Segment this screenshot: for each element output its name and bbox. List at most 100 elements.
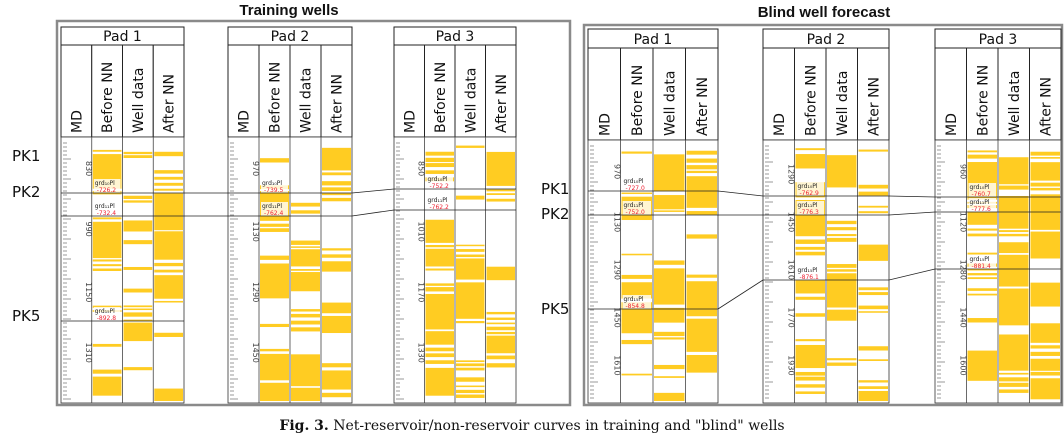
depth-label: 1010 (417, 222, 426, 242)
reservoir-interval (654, 268, 685, 305)
reservoir-interval (827, 155, 857, 188)
reservoir-interval (260, 263, 289, 299)
pk-label-pk1: PK1 (541, 180, 569, 198)
reservoir-interval (154, 182, 183, 186)
pk-label-pk2: PK2 (541, 205, 569, 223)
caption-label: Fig. 3. (279, 418, 329, 434)
reservoir-interval (425, 268, 454, 271)
correlation-connector (351, 188, 395, 194)
correlation-connector (351, 209, 395, 217)
reservoir-interval (486, 151, 515, 186)
reservoir-interval (123, 195, 153, 199)
caption-text: Net-reservoir/non-reservoir curves in tr… (333, 418, 785, 434)
reservoir-interval (92, 259, 122, 262)
reservoir-interval (486, 311, 515, 315)
reservoir-interval (322, 181, 351, 186)
marker-bg (968, 183, 996, 197)
reservoir-interval (154, 151, 183, 157)
reservoir-interval (322, 302, 351, 314)
reservoir-interval (291, 269, 320, 271)
reservoir-interval (425, 163, 454, 168)
reservoir-interval (260, 223, 289, 227)
reservoir-interval (486, 317, 515, 320)
reservoir-interval (486, 326, 515, 331)
pad-name: Pad 2 (271, 29, 310, 45)
reservoir-interval (322, 187, 351, 191)
depth-label: 970 (251, 161, 260, 176)
column-header-well-data: Well data (463, 68, 479, 133)
column-header-before-nn: Before NN (975, 65, 991, 136)
reservoir-interval (827, 227, 857, 231)
reservoir-interval (654, 260, 685, 265)
reservoir-interval (967, 233, 997, 237)
column-header-md: MD (237, 110, 253, 133)
reservoir-interval (154, 176, 183, 180)
marker-name: grd₁₀Pl (262, 180, 282, 187)
pk-label-pk2: PK2 (12, 183, 40, 201)
depth-label: 850 (417, 161, 426, 176)
panel-title: Training wells (239, 2, 338, 19)
reservoir-interval (154, 300, 183, 303)
column-header-after-nn: After NN (494, 74, 510, 133)
column-header-box (825, 47, 858, 141)
reservoir-interval (999, 185, 1029, 190)
reservoir-interval (999, 389, 1029, 393)
reservoir-interval (154, 188, 183, 191)
marker-name: grd₁₀Pl (428, 176, 448, 183)
pad-name: Pad 3 (436, 29, 475, 45)
reservoir-interval (621, 192, 652, 195)
reservoir-interval (686, 354, 717, 373)
reservoir-interval (858, 244, 888, 261)
reservoir-interval (654, 307, 685, 323)
marker-name: grd₁₅Pl (624, 296, 644, 303)
reservoir-interval (123, 220, 153, 232)
column-header-before-nn: Before NN (433, 62, 449, 133)
marker-value: -739.5 (264, 187, 284, 194)
marker-bg (968, 198, 996, 212)
column-header-box (320, 44, 353, 138)
column-header-after-nn: After NN (695, 77, 711, 136)
column-header-well-data: Well data (835, 71, 851, 136)
reservoir-interval (967, 277, 997, 280)
reservoir-interval (795, 384, 825, 388)
depth-label: 970 (613, 164, 622, 179)
reservoir-interval (654, 392, 685, 401)
reservoir-interval (322, 261, 351, 272)
marker-name: grd₁₀Pl (624, 178, 644, 185)
reservoir-interval (999, 233, 1029, 237)
marker-bg (622, 177, 651, 191)
reservoir-interval (1030, 182, 1060, 187)
reservoir-interval (291, 320, 320, 325)
marker-name: grd₁₁Pl (428, 197, 448, 204)
depth-label: 1450 (787, 212, 796, 232)
reservoir-interval (425, 283, 454, 286)
reservoir-interval (486, 335, 515, 354)
reservoir-interval (425, 219, 454, 243)
marker-value: -762.4 (264, 210, 284, 217)
depth-label: 1450 (251, 343, 260, 363)
depth-label: 1600 (959, 355, 968, 375)
reservoir-interval (795, 296, 825, 300)
reservoir-interval (827, 264, 857, 268)
reservoir-interval (858, 287, 888, 291)
reservoir-interval (1030, 157, 1060, 159)
reservoir-interval (795, 344, 825, 369)
reservoir-interval (654, 154, 685, 192)
reservoir-interval (858, 292, 888, 296)
depth-label: 1770 (787, 307, 796, 327)
reservoir-interval (967, 150, 997, 153)
reservoir-interval (1030, 358, 1060, 371)
reservoir-interval (486, 193, 515, 196)
reservoir-interval (425, 347, 454, 352)
marker-name: grd₁₅Pl (798, 267, 818, 274)
reservoir-interval (291, 309, 320, 312)
depth-label: 990 (84, 222, 93, 237)
marker-bg (796, 201, 824, 215)
reservoir-interval (123, 266, 153, 270)
figure-caption: Fig. 3. Net-reservoir/non-reservoir curv… (0, 418, 1064, 434)
reservoir-interval (425, 331, 454, 345)
reservoir-interval (154, 275, 183, 299)
column-header-after-nn: After NN (866, 77, 882, 136)
marker-bg (968, 255, 996, 269)
reservoir-interval (291, 210, 320, 214)
